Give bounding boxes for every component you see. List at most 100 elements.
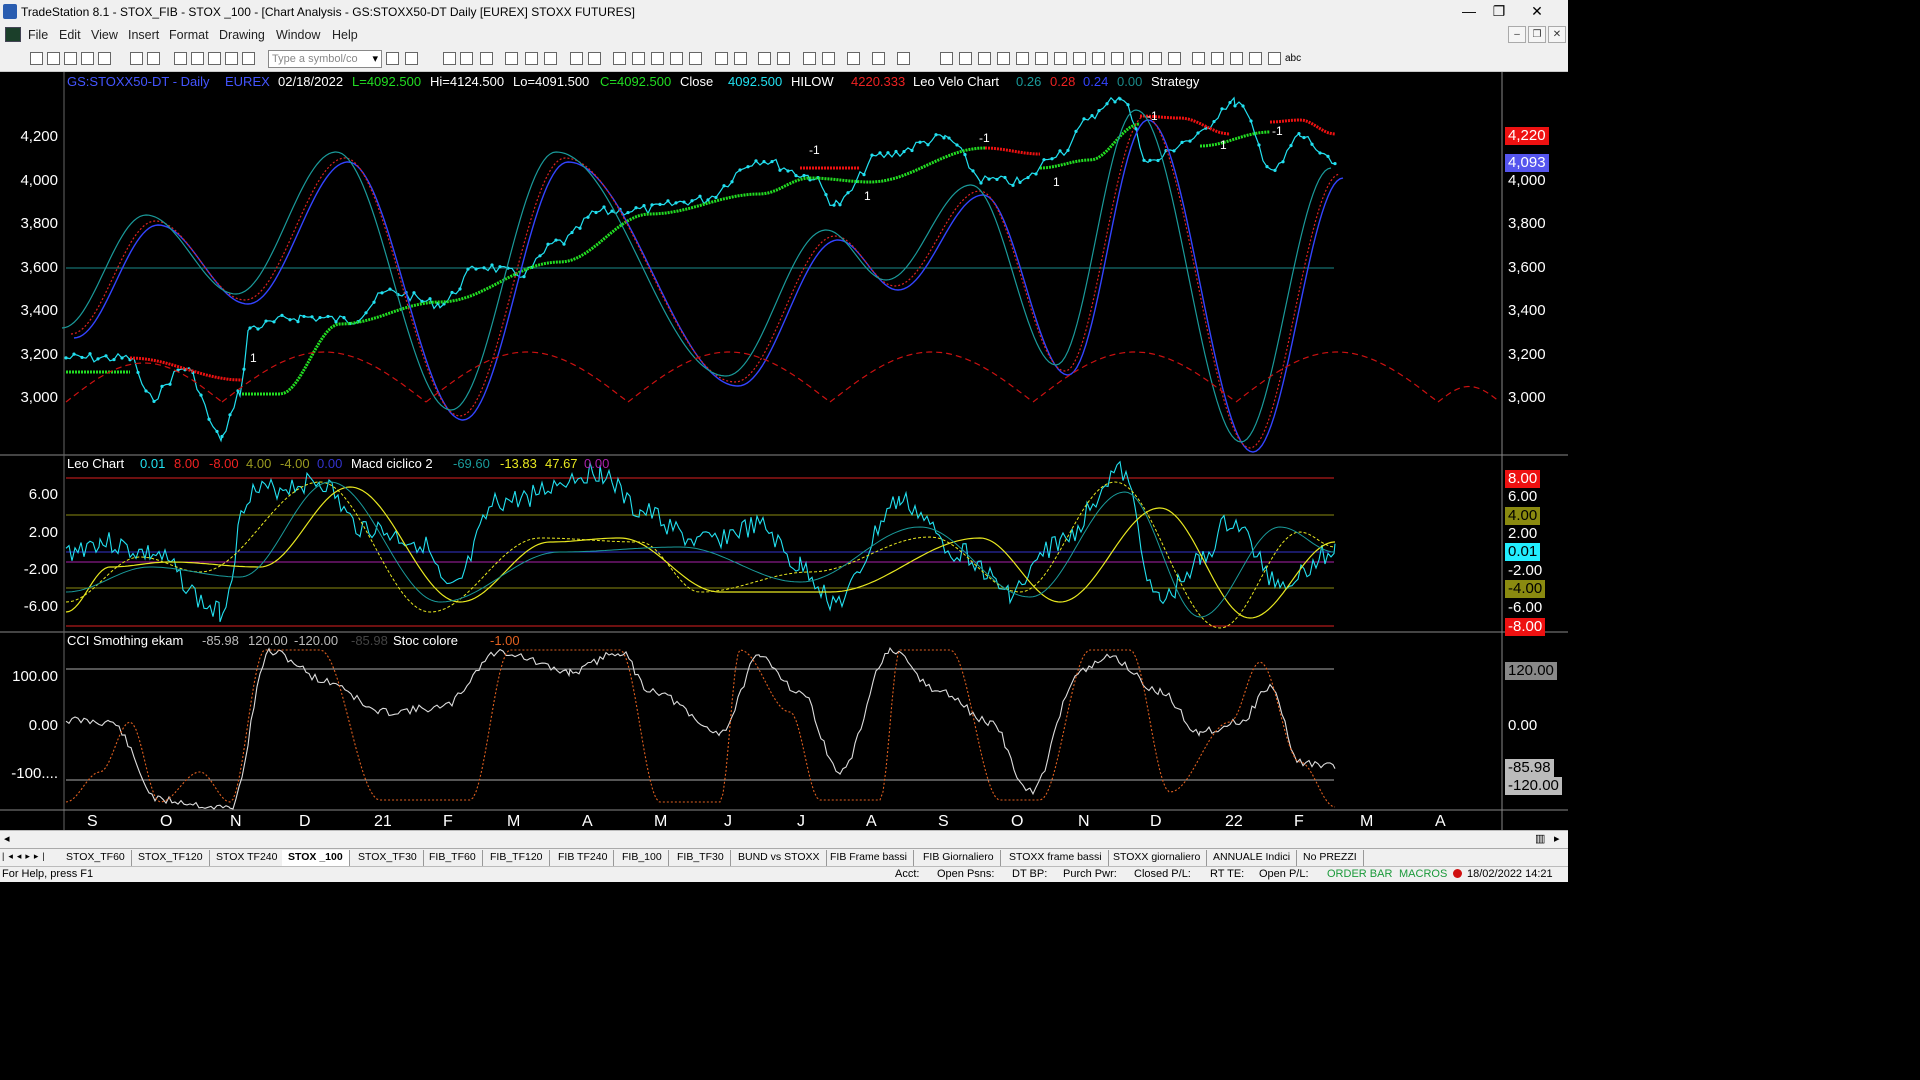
ellipse-icon[interactable]: [1249, 52, 1262, 65]
indicator-icon[interactable]: [613, 52, 626, 65]
tab-annuale-indici[interactable]: ANNUALE Indici: [1207, 850, 1298, 866]
zoom-in-icon[interactable]: [758, 52, 771, 65]
menu-insert[interactable]: Insert: [128, 28, 160, 42]
vertical-line-icon[interactable]: [959, 52, 972, 65]
print-icon[interactable]: [147, 52, 160, 65]
tab-stox-tf240[interactable]: STOX TF240: [210, 850, 285, 866]
text-tool-icon[interactable]: abc: [1285, 53, 1302, 64]
chart-area[interactable]: GS:STOXX50-DT - Daily EUREX 02/18/2022 L…: [0, 72, 1568, 830]
window4-icon[interactable]: [225, 52, 238, 65]
mdi-minimize-button[interactable]: –: [1508, 26, 1526, 43]
tab-stoxx-giornaliero[interactable]: STOXX giornaliero: [1107, 850, 1208, 866]
horizontal-line-icon[interactable]: [978, 52, 991, 65]
link-icon[interactable]: [505, 52, 518, 65]
arrow-tool-icon[interactable]: [1192, 52, 1205, 65]
pointer-icon[interactable]: [803, 52, 816, 65]
time-zone-icon[interactable]: [1111, 52, 1124, 65]
minimize-button[interactable]: —: [1462, 3, 1476, 19]
horizontal-scrollbar[interactable]: ◂ ▥ ▸: [0, 830, 1568, 848]
chart-doc-icon[interactable]: [5, 27, 21, 42]
open-icon[interactable]: [47, 52, 60, 65]
save-icon[interactable]: [64, 52, 77, 65]
tab-fib-tf240[interactable]: FIB TF240: [552, 850, 615, 866]
symbol-input[interactable]: Type a symbol/co: [268, 50, 382, 68]
link2-icon[interactable]: [525, 52, 538, 65]
symbol-lookup-icon[interactable]: [405, 52, 418, 65]
strategy-icon[interactable]: [632, 52, 645, 65]
menu-help[interactable]: Help: [332, 28, 358, 42]
attach-icon[interactable]: [897, 52, 910, 65]
format2-icon[interactable]: [588, 52, 601, 65]
rectangle-icon[interactable]: [1268, 52, 1281, 65]
channel-icon[interactable]: [997, 52, 1010, 65]
format-icon[interactable]: [570, 52, 583, 65]
window3-icon[interactable]: [208, 52, 221, 65]
matrix-icon[interactable]: [480, 52, 493, 65]
tab-stox-tf120[interactable]: STOX_TF120: [132, 850, 210, 866]
tab-fib-giornaliero[interactable]: FIB Giornaliero: [917, 850, 1001, 866]
zoom-out-icon[interactable]: [777, 52, 790, 65]
mdi-restore-button[interactable]: ❐: [1528, 26, 1546, 43]
menu-window[interactable]: Window: [276, 28, 321, 42]
scroll-thumb-icon[interactable]: ▥: [1535, 833, 1546, 845]
fib-fan-icon[interactable]: [1054, 52, 1067, 65]
arrow-down-icon[interactable]: [1211, 52, 1224, 65]
chart-analysis-icon[interactable]: [443, 52, 456, 65]
macd-value-4: 0.00: [584, 456, 610, 471]
signal-label: 1: [250, 351, 257, 365]
print-preview-icon[interactable]: [130, 52, 143, 65]
tab-stox-tf30[interactable]: STOX_TF30: [352, 850, 424, 866]
close-button[interactable]: ✕: [1531, 3, 1543, 19]
andrews-icon[interactable]: [1092, 52, 1105, 65]
price-point: [1034, 172, 1038, 176]
tab-fib-tf120[interactable]: FIB_TF120: [484, 850, 550, 866]
tab-stox-100[interactable]: STOX _100: [282, 850, 350, 866]
macros-button[interactable]: MACROS: [1399, 868, 1448, 880]
scroll-right-icon[interactable]: ▸: [1554, 833, 1560, 845]
tab-stoxx-frame-bassi[interactable]: STOXX frame bassi: [1003, 850, 1109, 866]
menu-format[interactable]: Format: [169, 28, 209, 42]
arrow-up-icon[interactable]: [1230, 52, 1243, 65]
line-chart-icon[interactable]: [689, 52, 702, 65]
compress-icon[interactable]: [734, 52, 747, 65]
tab-fib-frame-bassi[interactable]: FIB Frame bassi: [824, 850, 915, 866]
restore-button[interactable]: ❐: [1492, 3, 1506, 19]
menu-edit[interactable]: Edit: [59, 28, 81, 42]
link3-icon[interactable]: [544, 52, 557, 65]
window5-icon[interactable]: [242, 52, 255, 65]
order-bar-button[interactable]: ORDER BAR: [1327, 868, 1393, 880]
expand-icon[interactable]: [715, 52, 728, 65]
window-icon[interactable]: [174, 52, 187, 65]
candle-icon[interactable]: [670, 52, 683, 65]
tools-icon[interactable]: [847, 52, 860, 65]
window2-icon[interactable]: [191, 52, 204, 65]
trendline-icon[interactable]: [940, 52, 953, 65]
cycle-icon[interactable]: [1130, 52, 1143, 65]
menu-file[interactable]: File: [28, 28, 49, 42]
tab-fib-100[interactable]: FIB_100: [616, 850, 669, 866]
data-tip-icon[interactable]: [822, 52, 835, 65]
tab-no-prezzi[interactable]: No PREZZI: [1297, 850, 1364, 866]
pencil-icon[interactable]: [1168, 52, 1181, 65]
arc-icon[interactable]: [1149, 52, 1162, 65]
go-arrow-icon[interactable]: [386, 52, 399, 65]
speed-line-icon[interactable]: [1073, 52, 1086, 65]
alert-icon[interactable]: [872, 52, 885, 65]
menu-view[interactable]: View: [91, 28, 118, 42]
scroll-left-icon[interactable]: ◂: [4, 833, 10, 845]
tab-fib-tf60[interactable]: FIB_TF60: [423, 850, 483, 866]
fib-icon[interactable]: [1035, 52, 1048, 65]
new-icon[interactable]: [30, 52, 43, 65]
close-doc-icon[interactable]: [98, 52, 111, 65]
tab-fib-tf30[interactable]: FIB_TF30: [671, 850, 731, 866]
tab-stox-tf60[interactable]: STOX_TF60: [60, 850, 132, 866]
mdi-close-button[interactable]: ✕: [1548, 26, 1566, 43]
tab-nav-icon[interactable]: |◂◂▸▸|: [2, 851, 49, 861]
radar-icon[interactable]: [460, 52, 473, 65]
save-all-icon[interactable]: [81, 52, 94, 65]
chart-canvas[interactable]: [0, 72, 1568, 830]
tab-bund-vs-stoxx[interactable]: BUND vs STOXX: [732, 850, 827, 866]
bar-chart-icon[interactable]: [651, 52, 664, 65]
regression-icon[interactable]: [1016, 52, 1029, 65]
menu-drawing[interactable]: Drawing: [219, 28, 265, 42]
